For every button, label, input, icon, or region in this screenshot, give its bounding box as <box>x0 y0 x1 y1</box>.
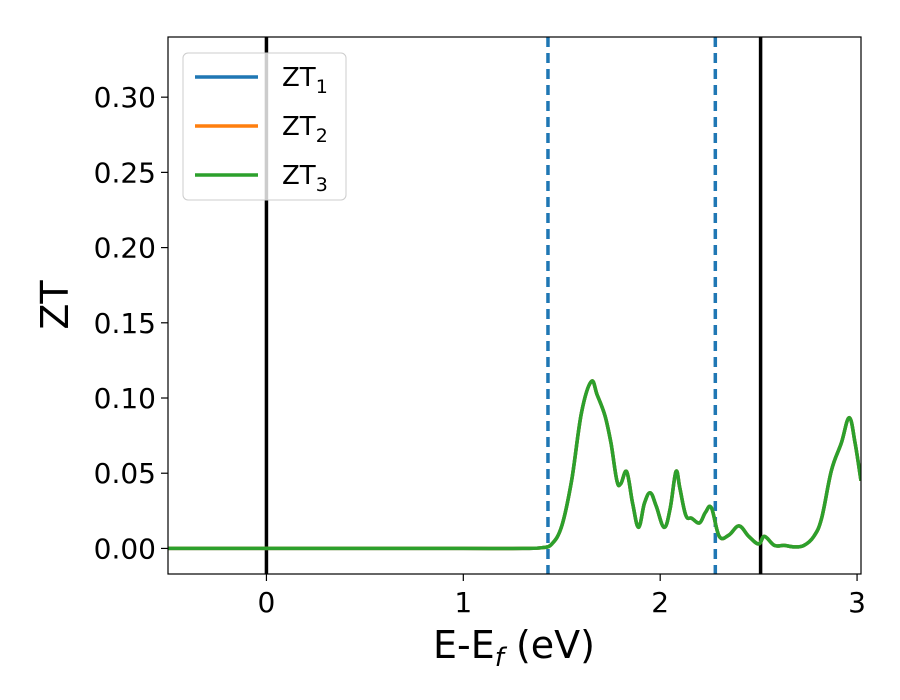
x-tick-label: 3 <box>848 586 866 619</box>
y-axis-ticks: 0.00 0.05 0.10 0.15 0.20 0.25 0.30 <box>94 81 168 565</box>
legend-label-zt1: ZT1 <box>282 63 328 98</box>
legend-items: ZT1 ZT2 ZT3 <box>195 63 328 196</box>
x-tick-label: 2 <box>651 586 669 619</box>
x-tick-label: 0 <box>258 586 276 619</box>
series-line-zt3 <box>168 379 861 551</box>
x-axis-ticks: 0 1 2 3 <box>258 574 866 619</box>
x-tick-label: 1 <box>454 586 472 619</box>
x-axis-label-main: E-E <box>433 623 495 667</box>
y-tick-label: 0.25 <box>94 156 156 189</box>
legend-label-zt3: ZT3 <box>282 161 328 196</box>
y-tick-label: 0.10 <box>94 382 156 415</box>
y-tick-label: 0.00 <box>94 532 156 565</box>
legend: ZT1 ZT2 ZT3 <box>182 52 347 201</box>
legend-label-zt2: ZT2 <box>282 112 328 147</box>
legend-box <box>182 52 347 201</box>
x-axis-label-unit: (eV) <box>504 623 595 667</box>
y-tick-label: 0.30 <box>94 81 156 114</box>
y-tick-label: 0.20 <box>94 232 156 265</box>
plot-frame <box>167 36 862 575</box>
series-lines <box>168 379 861 551</box>
x-axis-label: E-Ef (eV) <box>433 623 595 673</box>
y-tick-label: 0.15 <box>94 307 156 340</box>
series-line-zt2 <box>168 379 861 551</box>
y-axis-label: ZT <box>33 280 77 330</box>
series-line-zt1 <box>168 379 861 551</box>
y-tick-label: 0.05 <box>94 457 156 490</box>
